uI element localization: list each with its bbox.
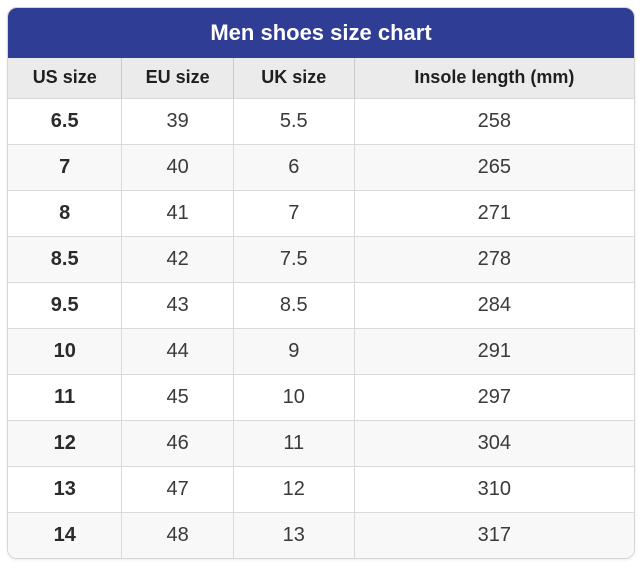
cell-us-size: 7 bbox=[8, 143, 123, 190]
column-header-uk-size: UK size bbox=[233, 58, 355, 98]
cell-insole-length: 310 bbox=[354, 465, 634, 512]
cell-uk-size: 10 bbox=[233, 373, 355, 420]
table-row: 7 40 6 265 bbox=[8, 143, 634, 190]
table-row: 14 48 13 317 bbox=[8, 511, 634, 558]
cell-uk-size: 5.5 bbox=[233, 97, 355, 144]
table-row: 12 46 11 304 bbox=[8, 419, 634, 466]
cell-uk-size: 9 bbox=[233, 327, 355, 374]
cell-eu-size: 39 bbox=[121, 97, 234, 144]
size-chart-card: Men shoes size chart US size EU size UK … bbox=[7, 7, 635, 559]
cell-uk-size: 7.5 bbox=[233, 235, 355, 282]
cell-eu-size: 41 bbox=[121, 189, 234, 236]
cell-us-size: 6.5 bbox=[8, 97, 123, 144]
cell-eu-size: 42 bbox=[121, 235, 234, 282]
cell-uk-size: 8.5 bbox=[233, 281, 355, 328]
chart-title: Men shoes size chart bbox=[8, 8, 634, 58]
cell-eu-size: 44 bbox=[121, 327, 234, 374]
cell-us-size: 8 bbox=[8, 189, 123, 236]
cell-uk-size: 6 bbox=[233, 143, 355, 190]
cell-insole-length: 271 bbox=[354, 189, 634, 236]
cell-eu-size: 47 bbox=[121, 465, 234, 512]
cell-insole-length: 278 bbox=[354, 235, 634, 282]
size-chart-table: US size EU size UK size Insole length (m… bbox=[8, 58, 634, 558]
column-header-us-size: US size bbox=[8, 58, 123, 98]
cell-eu-size: 43 bbox=[121, 281, 234, 328]
cell-uk-size: 7 bbox=[233, 189, 355, 236]
cell-us-size: 8.5 bbox=[8, 235, 123, 282]
table-row: 10 44 9 291 bbox=[8, 327, 634, 374]
table-row: 6.5 39 5.5 258 bbox=[8, 97, 634, 144]
cell-eu-size: 48 bbox=[121, 511, 234, 558]
cell-uk-size: 11 bbox=[233, 419, 355, 466]
cell-eu-size: 46 bbox=[121, 419, 234, 466]
cell-insole-length: 265 bbox=[354, 143, 634, 190]
table-row: 11 45 10 297 bbox=[8, 373, 634, 420]
table-row: 8.5 42 7.5 278 bbox=[8, 235, 634, 282]
table-row: 9.5 43 8.5 284 bbox=[8, 281, 634, 328]
column-header-row: US size EU size UK size Insole length (m… bbox=[8, 58, 634, 98]
column-header-eu-size: EU size bbox=[121, 58, 234, 98]
cell-insole-length: 291 bbox=[354, 327, 634, 374]
cell-insole-length: 284 bbox=[354, 281, 634, 328]
cell-us-size: 13 bbox=[8, 465, 123, 512]
table-row: 13 47 12 310 bbox=[8, 465, 634, 512]
cell-uk-size: 12 bbox=[233, 465, 355, 512]
cell-insole-length: 304 bbox=[354, 419, 634, 466]
cell-uk-size: 13 bbox=[233, 511, 355, 558]
cell-insole-length: 297 bbox=[354, 373, 634, 420]
cell-insole-length: 317 bbox=[354, 511, 634, 558]
cell-eu-size: 40 bbox=[121, 143, 234, 190]
cell-us-size: 9.5 bbox=[8, 281, 123, 328]
cell-eu-size: 45 bbox=[121, 373, 234, 420]
table-row: 8 41 7 271 bbox=[8, 189, 634, 236]
cell-insole-length: 258 bbox=[354, 97, 634, 144]
column-header-insole-length: Insole length (mm) bbox=[354, 58, 634, 98]
cell-us-size: 14 bbox=[8, 511, 123, 558]
cell-us-size: 10 bbox=[8, 327, 123, 374]
cell-us-size: 11 bbox=[8, 373, 123, 420]
cell-us-size: 12 bbox=[8, 419, 123, 466]
